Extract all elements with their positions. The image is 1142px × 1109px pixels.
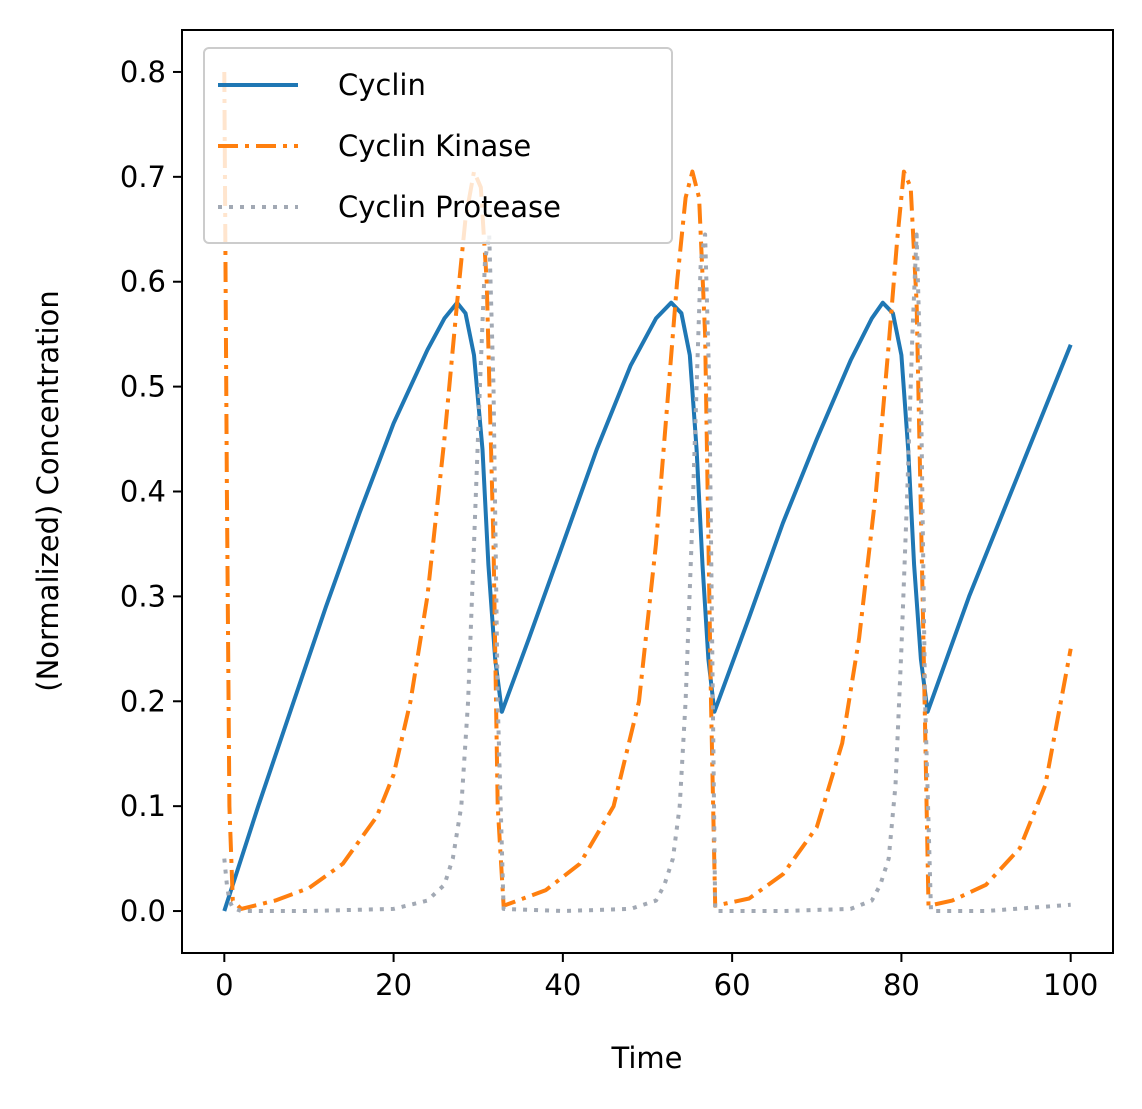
x-tick-label: 80 (883, 968, 920, 1002)
legend-label: Cyclin Protease (338, 190, 561, 224)
y-tick-label: 0.5 (120, 370, 166, 404)
x-tick-label: 0 (215, 968, 233, 1002)
y-tick-label: 0.4 (120, 475, 166, 509)
x-tick-label: 20 (375, 968, 412, 1002)
y-axis-label: (Normalized) Concentration (31, 290, 65, 691)
legend: Cyclin Cyclin Kinase Cyclin Protease (203, 47, 673, 244)
y-tick-label: 0.3 (120, 579, 166, 613)
x-axis-label: Time (611, 1041, 683, 1075)
x-axis: 0 20 40 60 80 100 (215, 953, 1098, 1002)
y-tick-label: 0.1 (120, 789, 166, 823)
y-tick-label: 0.8 (120, 55, 166, 89)
legend-label: Cyclin Kinase (338, 129, 531, 163)
series-line-cyclin-kinase (222, 71, 1073, 911)
y-axis: 0.0 0.1 0.2 0.3 0.4 0.5 0.6 0.7 0.8 (120, 55, 182, 928)
series-line-cyclin-protease (222, 232, 1071, 913)
legend-box (203, 47, 673, 244)
x-tick-label: 40 (544, 968, 581, 1002)
y-tick-label: 0.6 (120, 265, 166, 299)
x-tick-label: 60 (714, 968, 751, 1002)
x-tick-label: 100 (1043, 968, 1098, 1002)
y-tick-label: 0.0 (120, 894, 166, 928)
legend-label: Cyclin (338, 68, 426, 102)
y-tick-label: 0.2 (120, 684, 166, 718)
series-layer (222, 71, 1073, 913)
y-tick-label: 0.7 (120, 160, 166, 194)
